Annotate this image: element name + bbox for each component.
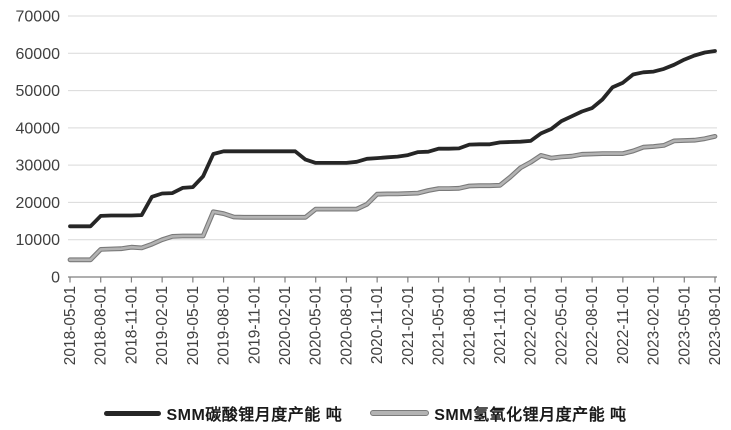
y-tick-label: 20000 bbox=[16, 195, 61, 212]
legend-label-hydroxide: SMM氢氧化锂月度产能 吨 bbox=[434, 407, 627, 424]
x-tick-label: 2018-11-01 bbox=[123, 286, 140, 364]
x-tick-label: 2019-08-01 bbox=[216, 286, 233, 365]
x-tick-label: 2019-05-01 bbox=[185, 286, 202, 365]
series-line-hydroxide-outline bbox=[67, 133, 718, 263]
legend-item-carbonate: SMM碳酸锂月度产能 吨 bbox=[104, 401, 342, 425]
x-tick-label: 2019-02-01 bbox=[154, 286, 171, 365]
y-tick-label: 0 bbox=[51, 270, 60, 287]
x-tick-label: 2020-08-01 bbox=[338, 286, 355, 365]
legend-item-hydroxide: SMM氢氧化锂月度产能 吨 bbox=[370, 401, 626, 425]
x-tick-label: 2020-02-01 bbox=[277, 286, 294, 365]
x-tick-label: 2023-02-01 bbox=[646, 286, 663, 365]
x-tick-label: 2018-08-01 bbox=[93, 286, 110, 365]
legend-label-carbonate: SMM碳酸锂月度产能 吨 bbox=[166, 407, 343, 424]
x-tick-label: 2019-11-01 bbox=[246, 286, 263, 364]
series-line-carbonate bbox=[68, 49, 717, 229]
x-tick-label: 2018-05-01 bbox=[62, 286, 79, 365]
y-tick-label: 40000 bbox=[16, 120, 61, 137]
x-tick-label: 2023-08-01 bbox=[707, 286, 724, 365]
legend-line-hydroxide-icon bbox=[370, 410, 430, 416]
y-tick-label: 30000 bbox=[16, 158, 61, 175]
legend-line-carbonate-icon bbox=[104, 410, 162, 416]
y-tick-label: 70000 bbox=[16, 9, 61, 26]
x-tick-label: 2021-08-01 bbox=[461, 286, 478, 365]
chart-legend: SMM碳酸锂月度产能 吨 SMM氢氧化锂月度产能 吨 bbox=[0, 401, 731, 425]
x-tick-label: 2022-05-01 bbox=[553, 286, 570, 365]
x-tick-label: 2020-05-01 bbox=[308, 286, 325, 365]
x-tick-label: 2023-05-01 bbox=[676, 286, 693, 365]
y-tick-label: 50000 bbox=[16, 83, 61, 100]
x-tick-label: 2022-02-01 bbox=[523, 286, 540, 365]
x-tick-label: 2022-11-01 bbox=[615, 286, 632, 364]
x-tick-label: 2021-11-01 bbox=[492, 286, 509, 364]
y-tick-label: 10000 bbox=[16, 232, 61, 249]
x-tick-label: 2021-02-01 bbox=[400, 286, 417, 365]
y-tick-label: 60000 bbox=[16, 46, 61, 63]
series-line-hydroxide bbox=[68, 135, 717, 262]
x-tick-label: 2022-08-01 bbox=[584, 286, 601, 365]
x-tick-label: 2020-11-01 bbox=[369, 286, 386, 364]
x-tick-label: 2021-05-01 bbox=[431, 286, 448, 365]
